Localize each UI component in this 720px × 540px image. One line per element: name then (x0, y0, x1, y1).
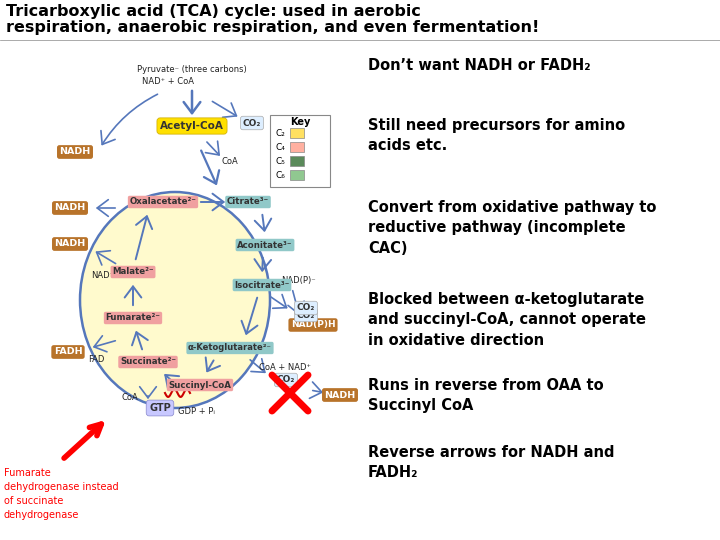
Text: Malate²⁻: Malate²⁻ (112, 267, 154, 276)
Text: Key: Key (290, 117, 310, 127)
Text: FADH: FADH (54, 348, 82, 356)
Text: C₆: C₆ (276, 171, 286, 179)
Text: NADH: NADH (55, 204, 86, 213)
Text: CO₂: CO₂ (297, 303, 315, 313)
Text: CO₂: CO₂ (297, 310, 315, 320)
FancyBboxPatch shape (290, 170, 304, 180)
Text: C₂: C₂ (276, 129, 286, 138)
FancyBboxPatch shape (290, 128, 304, 138)
Text: Citrate³⁻: Citrate³⁻ (227, 198, 269, 206)
Text: Pyruvate⁻ (three carbons): Pyruvate⁻ (three carbons) (137, 65, 247, 75)
Text: NADH: NADH (59, 147, 91, 157)
FancyBboxPatch shape (290, 142, 304, 152)
Text: GDP + Pᵢ: GDP + Pᵢ (178, 408, 215, 416)
Text: Don’t want NADH or FADH₂: Don’t want NADH or FADH₂ (368, 58, 590, 73)
Text: CoA: CoA (122, 394, 138, 402)
Text: Tricarboxylic acid (TCA) cycle: used in aerobic: Tricarboxylic acid (TCA) cycle: used in … (6, 4, 421, 19)
Text: CoA: CoA (222, 158, 238, 166)
Text: Convert from oxidative pathway to
reductive pathway (incomplete
CAC): Convert from oxidative pathway to reduct… (368, 200, 657, 256)
Text: NAD(P)⁻: NAD(P)⁻ (281, 275, 315, 285)
Text: CoA + NAD⁺: CoA + NAD⁺ (259, 363, 311, 373)
Ellipse shape (80, 192, 270, 408)
Text: CO₂: CO₂ (243, 118, 261, 127)
Text: NAD(P)H: NAD(P)H (291, 321, 336, 329)
Text: NAD⁺ + CoA: NAD⁺ + CoA (142, 78, 194, 86)
Text: Succinate²⁻: Succinate²⁻ (120, 357, 176, 367)
Text: respiration, anaerobic respiration, and even fermentation!: respiration, anaerobic respiration, and … (6, 20, 539, 35)
Text: NADH: NADH (55, 240, 86, 248)
Text: Still need precursors for amino
acids etc.: Still need precursors for amino acids et… (368, 118, 625, 153)
Text: Acetyl-CoA: Acetyl-CoA (160, 121, 224, 131)
Text: Blocked between α-ketoglutarate
and succinyl-CoA, cannot operate
in oxidative di: Blocked between α-ketoglutarate and succ… (368, 292, 646, 348)
Text: NAD⁺: NAD⁺ (91, 271, 114, 280)
Text: Fumarate
dehydrogenase instead
of succinate
dehydrogenase: Fumarate dehydrogenase instead of succin… (4, 468, 119, 520)
Text: Isocitrate³⁻: Isocitrate³⁻ (235, 280, 289, 289)
Text: Oxalacetate²⁻: Oxalacetate²⁻ (130, 198, 197, 206)
Text: Fumarate²⁻: Fumarate²⁻ (106, 314, 161, 322)
Text: Reverse arrows for NADH and
FADH₂: Reverse arrows for NADH and FADH₂ (368, 445, 614, 481)
Text: Runs in reverse from OAA to
Succinyl CoA: Runs in reverse from OAA to Succinyl CoA (368, 378, 603, 414)
Text: FAD: FAD (88, 355, 104, 364)
Text: CO₂: CO₂ (276, 375, 295, 384)
Text: C₅: C₅ (276, 157, 286, 165)
Text: Aconitate³⁻: Aconitate³⁻ (238, 240, 293, 249)
Text: NADH: NADH (325, 390, 356, 400)
Text: GTP: GTP (149, 403, 171, 413)
FancyBboxPatch shape (270, 115, 330, 187)
Text: C₄: C₄ (276, 143, 286, 152)
Text: α-Ketoglutarate²⁻: α-Ketoglutarate²⁻ (188, 343, 272, 353)
FancyBboxPatch shape (290, 156, 304, 166)
Text: Succinyl-CoA: Succinyl-CoA (168, 381, 231, 389)
